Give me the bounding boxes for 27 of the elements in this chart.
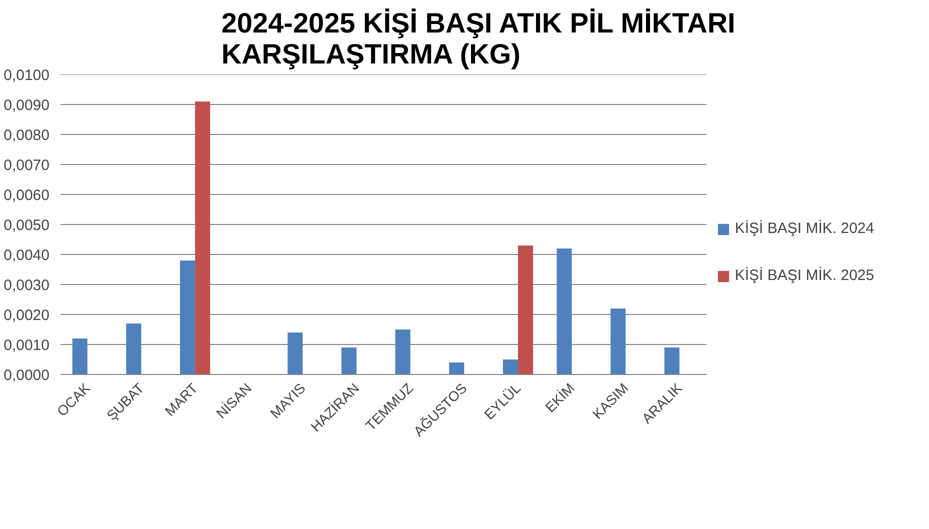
bar xyxy=(395,330,410,374)
y-tick-label: 0,0090 xyxy=(4,97,50,114)
y-tick-label: 0,0020 xyxy=(4,307,50,324)
bar xyxy=(664,348,680,374)
y-tick-label: 0,0030 xyxy=(4,277,50,294)
bar xyxy=(449,362,464,374)
bar xyxy=(610,308,626,374)
y-tick-label: 0,0060 xyxy=(4,187,50,204)
bar xyxy=(288,332,303,374)
bar xyxy=(502,360,518,374)
y-tick-label: 0,0070 xyxy=(4,157,50,174)
y-tick-label: 0,0000 xyxy=(4,367,50,384)
chart-title: 2024-2025 KİŞİ BAŞI ATIK PİL MİKTARI KARŞILAŞTIRMA (KG) xyxy=(221,8,736,70)
legend-label: KİŞİ BAŞI MİK. 2024 xyxy=(734,220,874,237)
bar xyxy=(126,324,142,374)
bar xyxy=(341,348,357,374)
legend-label: KİŞİ BAŞI MİK. 2025 xyxy=(734,267,874,284)
y-tick-label: 0,0050 xyxy=(4,217,50,234)
bar xyxy=(556,248,572,374)
y-tick-label: 0,0080 xyxy=(4,127,50,144)
bar xyxy=(518,246,534,374)
y-tick-label: 0,0010 xyxy=(4,337,50,354)
bar xyxy=(180,260,196,374)
y-tick-label: 0,0040 xyxy=(4,247,50,264)
y-tick-label: 0,0100 xyxy=(4,67,50,84)
bar xyxy=(195,102,210,374)
bar xyxy=(72,338,88,374)
